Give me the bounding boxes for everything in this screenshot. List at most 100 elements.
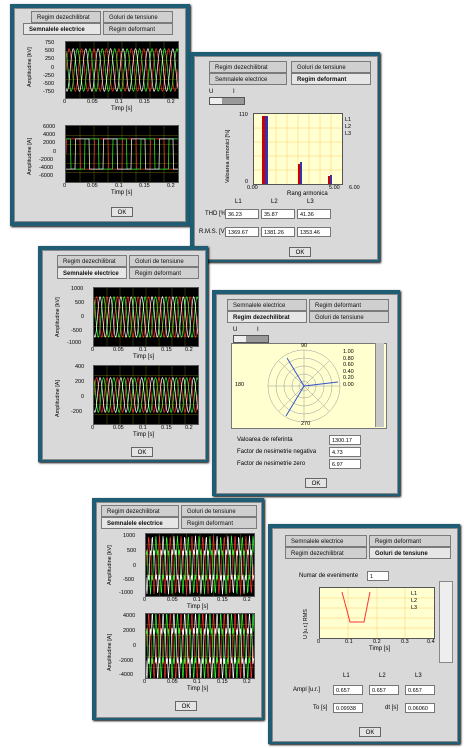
y-axis-label: Amplitudine [A] — [107, 634, 113, 671]
ampl-l1-field[interactable]: 0.657 — [333, 685, 363, 695]
ampl-l3-field[interactable]: 0.657 — [405, 685, 435, 695]
tab-semnalele-electrice[interactable]: Semnalele electrice — [57, 267, 127, 279]
rms-l3-field[interactable]: 1353.46 — [297, 227, 331, 237]
thd-l3-field[interactable]: 41.36 — [297, 209, 331, 219]
y-tick: -2000 — [119, 658, 134, 664]
y-tick: 6000 — [43, 124, 56, 130]
ok-button[interactable]: OK — [289, 247, 311, 257]
tab-semnalele-electrice[interactable]: Semnalele electrice — [209, 73, 287, 85]
legend-l2: L2 — [345, 124, 352, 130]
tab-regim-dezechilibrat[interactable]: Regim dezechilibrat — [285, 547, 367, 559]
tab-regim-deformant[interactable]: Regim deformant — [129, 267, 199, 279]
tab-semnalele-electrice[interactable]: Semnalele electrice — [285, 535, 367, 547]
rms-l2-field[interactable]: 1381.26 — [261, 227, 295, 237]
tab-regim-dezechilibrat[interactable]: Regim dezechilibrat — [57, 255, 127, 267]
x-tick: 0.05 — [167, 679, 178, 685]
x-tick: 0.2 — [243, 597, 251, 603]
tab-regim-dezechilibrat[interactable]: Regim dezechilibrat — [209, 61, 287, 73]
window-semnale-1: Regim dezechilibrat Goluri de tensiune S… — [10, 4, 190, 226]
tab-semnalele-electrice[interactable]: Semnalele electrice — [227, 299, 307, 311]
tab-regim-deformant[interactable]: Regim deformant — [369, 535, 451, 547]
ampl-l2-field[interactable]: 0.657 — [369, 685, 399, 695]
x-tick: 0 — [63, 99, 67, 105]
radial-tick: 0.00 — [343, 381, 354, 388]
voltage-graph — [65, 41, 179, 99]
ok-button[interactable]: OK — [175, 701, 197, 711]
waveform-series — [94, 295, 198, 339]
y-tick: -500 — [43, 81, 55, 87]
ok-button[interactable]: OK — [111, 207, 133, 217]
tab-regim-dezechilibrat[interactable]: Regim dezechilibrat — [101, 505, 179, 517]
to-label: To [s] — [313, 705, 328, 711]
ok-button[interactable]: OK — [131, 447, 153, 457]
tab-goluri-tensiune[interactable]: Goluri de tensiune — [129, 255, 199, 267]
thd-l2-field[interactable]: 35.87 — [261, 209, 295, 219]
col-header-l3: L3 — [415, 673, 422, 679]
rms-l1-field[interactable]: 1369.67 — [225, 227, 259, 237]
x-tick: 0.1 — [139, 347, 147, 353]
bar-l2-h5 — [300, 162, 302, 184]
y-tick: -4000 — [119, 672, 134, 678]
y-tick: -2000 — [39, 157, 54, 163]
x-tick: 0.1 — [345, 639, 353, 645]
to-field[interactable]: 0.09938 — [333, 703, 363, 713]
x-tick: 0.15 — [139, 99, 150, 105]
tab-regim-dezechilibrat[interactable]: Regim dezechilibrat — [31, 11, 101, 23]
events-list[interactable] — [439, 581, 453, 663]
polar-label-180: 180 — [235, 382, 245, 388]
tab-goluri-tensiune[interactable]: Goluri de tensiune — [181, 505, 257, 517]
tab-goluri-tensiune[interactable]: Goluri de tensiune — [309, 311, 389, 323]
events-count-field[interactable]: 1 — [367, 571, 389, 581]
tab-goluri-tensiune[interactable]: Goluri de tensiune — [291, 61, 371, 73]
u-i-toggle-switch[interactable] — [233, 335, 269, 343]
x-axis-label: Timp [s] — [133, 432, 155, 438]
tab-goluri-tensiune[interactable]: Goluri de tensiune — [103, 11, 173, 23]
tab-regim-deformant[interactable]: Regim deformant — [291, 73, 371, 85]
tab-regim-dezechilibrat[interactable]: Regim dezechilibrat — [227, 311, 307, 323]
y-axis-label: U [u.r.] RMS — [303, 609, 309, 639]
tab-regim-deformant[interactable]: Regim deformant — [103, 23, 173, 35]
x-axis-label: Timp [s] — [111, 190, 133, 196]
u-i-toggle-switch[interactable] — [209, 97, 245, 105]
x-tick: 0.2 — [167, 183, 175, 189]
reference-value-field[interactable]: 1300.17 — [329, 435, 361, 445]
harmonics-graph — [253, 113, 343, 185]
toggle-u-label: U — [233, 327, 238, 333]
tab-semnalele-electrice[interactable]: Semnalele electrice — [101, 517, 179, 529]
y-tick: 500 — [75, 300, 85, 306]
y-tick: 400 — [75, 364, 85, 370]
y-tick: 500 — [45, 48, 55, 54]
y-axis-label: Amplitudine [kV] — [55, 297, 61, 337]
legend-l3: L3 — [345, 131, 352, 137]
dt-label: dt [s] — [385, 705, 399, 711]
waveform-series — [66, 138, 178, 170]
radial-tick: 0.80 — [343, 355, 354, 362]
x-tick: 0.1 — [139, 425, 147, 431]
window-semnale-3: Regim dezechilibrat Goluri de tensiune S… — [92, 498, 264, 720]
dt-field[interactable]: 0.06060 — [405, 703, 435, 713]
thd-l1-field[interactable]: 36.23 — [225, 209, 259, 219]
panel: Regim dezechilibrat Goluri de tensiune S… — [14, 8, 186, 222]
zero-unbalance-field[interactable]: 6.97 — [329, 459, 361, 469]
y-axis-label: Amplitudine [kV] — [107, 545, 113, 585]
current-graph — [145, 613, 255, 679]
col-header-l1: L1 — [235, 199, 242, 205]
y-axis-label: Amplitudine [A] — [55, 380, 61, 417]
panel: Regim dezechilibrat Goluri de tensiune S… — [194, 56, 378, 260]
harmonics-bars — [254, 114, 342, 184]
ok-button[interactable]: OK — [305, 478, 327, 488]
x-tick: 0.15 — [139, 183, 150, 189]
current-graph — [65, 125, 179, 183]
ok-button[interactable]: OK — [359, 727, 381, 737]
negative-unbalance-field[interactable]: 4.73 — [329, 447, 361, 457]
x-tick: 0.05 — [87, 99, 98, 105]
tab-semnalele-electrice[interactable]: Semnalele electrice — [23, 23, 101, 35]
x-tick: 0 — [63, 183, 67, 189]
tab-regim-deformant[interactable]: Regim deformant — [181, 517, 257, 529]
vertical-scrollbar[interactable] — [375, 343, 384, 427]
tab-regim-deformant[interactable]: Regim deformant — [309, 299, 389, 311]
zero-unbalance-label: Factor de nesimetrie zero — [237, 461, 306, 467]
panel: Semnalele electrice Regim deformant Regi… — [272, 528, 458, 742]
tab-goluri-tensiune[interactable]: Goluri de tensiune — [369, 547, 451, 559]
